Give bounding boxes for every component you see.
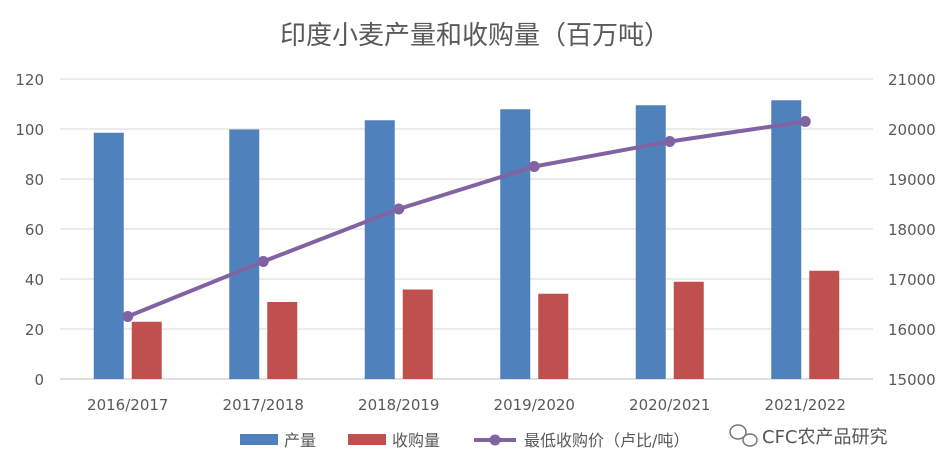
- x-axis: 2016/2017 2017/2018 2018/2019 2019/2020 2020…: [87, 396, 846, 414]
- bar: [500, 109, 531, 379]
- bar: [93, 132, 124, 379]
- legend-marker: [489, 434, 501, 446]
- legend-swatch: [348, 434, 386, 445]
- right-tick-label: 15000: [888, 371, 936, 389]
- bar: [364, 120, 395, 379]
- x-tick-label: 2021/2022: [765, 396, 846, 414]
- bar: [809, 270, 840, 379]
- bar: [402, 289, 433, 379]
- right-tick-label: 21000: [888, 71, 936, 89]
- left-tick-label: 60: [25, 221, 44, 239]
- grid: [60, 78, 873, 380]
- right-tick-label: 17000: [888, 271, 936, 289]
- left-tick-label: 40: [25, 271, 44, 289]
- legend-swatch: [240, 434, 278, 445]
- left-tick-label: 120: [15, 71, 44, 89]
- bar: [635, 105, 666, 379]
- right-tick-label: 19000: [888, 171, 936, 189]
- right-tick-label: 18000: [888, 221, 936, 239]
- left-tick-label: 80: [25, 171, 44, 189]
- x-tick-label: 2020/2021: [629, 396, 710, 414]
- line-point: [799, 116, 811, 127]
- right-tick-label: 16000: [888, 321, 936, 339]
- line-series: [122, 116, 811, 322]
- watermark: CFC农产品研究: [729, 424, 888, 448]
- watermark-text: CFC农产品研究: [762, 427, 888, 448]
- legend: 产量 收购量 最低收购价（卢比/吨）: [240, 431, 689, 450]
- bar: [538, 293, 569, 379]
- legend-label: 收购量: [392, 431, 440, 450]
- line-point: [257, 256, 269, 267]
- wechat-icon: [729, 424, 758, 447]
- x-tick-label: 2018/2019: [358, 396, 439, 414]
- line-point: [122, 311, 134, 322]
- bar: [673, 281, 704, 379]
- chart-title: 印度小麦产量和收购量（百万吨）: [280, 21, 670, 51]
- legend-label: 产量: [284, 431, 316, 450]
- bar: [131, 321, 162, 379]
- left-tick-label: 0: [34, 371, 44, 389]
- bar: [267, 302, 298, 379]
- left-tick-label: 100: [15, 121, 44, 139]
- line-point: [528, 161, 540, 172]
- left-tick-label: 20: [25, 321, 44, 339]
- x-tick-label: 2017/2018: [223, 396, 304, 414]
- bar: [771, 100, 802, 379]
- legend-label: 最低收购价（卢比/吨）: [524, 431, 689, 450]
- right-axis: 15000 16000 17000 18000 19000 20000 21000: [888, 71, 936, 389]
- x-tick-label: 2019/2020: [494, 396, 575, 414]
- x-tick-label: 2016/2017: [87, 396, 168, 414]
- bar: [229, 129, 260, 379]
- line-point: [664, 136, 676, 147]
- right-tick-label: 20000: [888, 121, 936, 139]
- price-line: [126, 119, 806, 319]
- bars: [93, 100, 840, 379]
- left-axis: 0 20 40 60 80 100 120: [15, 71, 44, 389]
- line-point: [393, 203, 405, 215]
